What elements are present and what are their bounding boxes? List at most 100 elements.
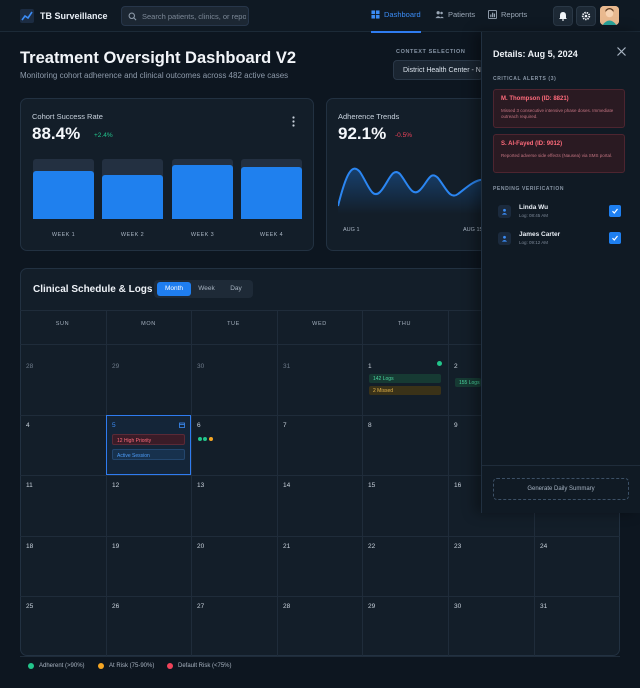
day-number[interactable]: 30 [197,363,205,370]
divider [482,465,640,466]
day-number[interactable]: 24 [540,543,548,550]
verify-checkbox[interactable] [609,205,621,217]
settings-button[interactable] [576,6,596,26]
day-number[interactable]: 4 [26,422,30,429]
day-number[interactable]: 27 [197,603,205,610]
status-dot [437,361,442,366]
day-number[interactable]: 25 [26,603,34,610]
cohort-title: Cohort Success Rate [32,112,103,121]
day-number[interactable]: 22 [368,543,376,550]
legend-default-risk: Default Risk (<75%) [167,663,232,669]
adherence-line-chart [338,167,488,214]
search-icon [128,12,137,20]
bell-icon [559,12,567,21]
search-box[interactable] [121,6,249,26]
grid-line [20,415,620,416]
day-number[interactable]: 21 [283,543,291,550]
user-avatar-icon [600,6,619,25]
day-number[interactable]: 11 [26,482,33,489]
day-number[interactable]: 9 [454,422,458,429]
event-active-session[interactable]: Active Session [112,449,185,460]
adherence-x-start: AUG 1 [343,227,360,233]
cohort-bar[interactable] [241,166,302,219]
grid-line [362,310,363,656]
legend-swatch [98,663,104,669]
grid-line [20,475,620,476]
grid-line [277,310,278,656]
generate-summary-button[interactable]: Generate Daily Summary [493,478,629,500]
cohort-week-label: WEEK 1 [51,232,76,238]
day-number[interactable]: 31 [283,363,291,370]
legend-swatch [28,663,34,669]
adherence-x-mid: AUG 15 [463,227,483,233]
day-number[interactable]: 14 [283,482,291,489]
day-number[interactable]: 12 [112,482,120,489]
view-day-button[interactable]: Day [230,285,242,292]
day-number[interactable]: 19 [112,543,120,550]
day-number[interactable]: 28 [283,603,291,610]
event-missed-thu[interactable]: 2 Missed [369,386,441,395]
search-input[interactable] [142,11,246,21]
cohort-bar-track [172,159,233,219]
close-icon[interactable] [616,46,627,57]
user-icon [498,232,511,245]
cohort-bar[interactable] [33,171,94,219]
day-number[interactable]: 29 [112,363,120,370]
adherence-trends-card: Adherence Trends 92.1% -0.5% AUG 1 AUG 1… [326,98,496,251]
pending-time: Log: 08:45 AM [519,213,549,218]
day-number[interactable]: 29 [368,603,376,610]
day-number[interactable]: 13 [197,482,205,489]
view-month-button[interactable]: Month [157,282,191,296]
day-number[interactable]: 8 [368,422,372,429]
legend-adherent-label: Adherent (>90%) [39,663,85,669]
users-icon [435,11,444,19]
weekday-header: WED [312,321,327,327]
alert-card[interactable]: S. Al-Fayed (ID: 9012) Reported adverse … [493,134,625,173]
pending-time: Log: 09:12 AM [519,240,549,245]
view-week-button[interactable]: Week [198,285,215,292]
cohort-bar[interactable] [102,175,163,219]
day-number[interactable]: 31 [540,603,548,610]
nav-reports[interactable]: Reports [488,10,527,19]
pending-name: James Carter [519,231,561,238]
day-number[interactable]: 1 [368,363,372,370]
day-number[interactable]: 28 [26,363,34,370]
brand[interactable]: TB Surveillance [20,9,108,23]
legend-at-risk-label: At Risk (75-90%) [109,663,155,669]
event-logs-thu[interactable]: 142 Logs [369,374,441,383]
context-select[interactable]: District Health Center - North [393,60,483,80]
verify-checkbox[interactable] [609,232,621,244]
legend-at-risk: At Risk (75-90%) [98,663,154,669]
alert-name: M. Thompson (ID: 8821) [501,96,569,102]
notifications-button[interactable] [553,6,573,26]
adherent-dot [198,437,202,441]
selected-day-cell[interactable] [106,415,191,475]
day-number[interactable]: 7 [283,422,287,429]
calendar-title: Clinical Schedule & Logs [33,284,153,295]
event-logs-fri[interactable]: 155 Logs [455,378,481,387]
alert-card[interactable]: M. Thompson (ID: 8821) Missed 3 consecut… [493,89,625,128]
day-number[interactable]: 2 [454,363,458,370]
cohort-bar[interactable] [172,165,233,219]
adherence-line [338,167,488,207]
day-number[interactable]: 23 [454,543,462,550]
cohort-delta: +2.4% [94,132,113,139]
grid-line [20,344,620,345]
cohort-bar-track [102,159,163,219]
day-number[interactable]: 30 [454,603,462,610]
more-vertical-icon[interactable] [292,116,295,127]
nav-patients[interactable]: Patients [435,10,475,19]
avatar[interactable] [600,6,619,25]
pending-item: James Carter Log: 09:12 AM [498,229,622,249]
day-number[interactable]: 6 [197,422,201,429]
day-number[interactable]: 16 [454,482,462,489]
day-number[interactable]: 15 [368,482,376,489]
event-high-priority[interactable]: 12 High Priority [112,434,185,445]
day-number[interactable]: 18 [26,543,34,550]
adherence-value: 92.1% [338,124,387,143]
nav-dashboard[interactable]: Dashboard [371,10,421,33]
grid-line [20,656,620,657]
day-number[interactable]: 26 [112,603,120,610]
day-number[interactable]: 20 [197,543,205,550]
pending-verification-label: PENDING VERIFICATION [493,186,565,192]
